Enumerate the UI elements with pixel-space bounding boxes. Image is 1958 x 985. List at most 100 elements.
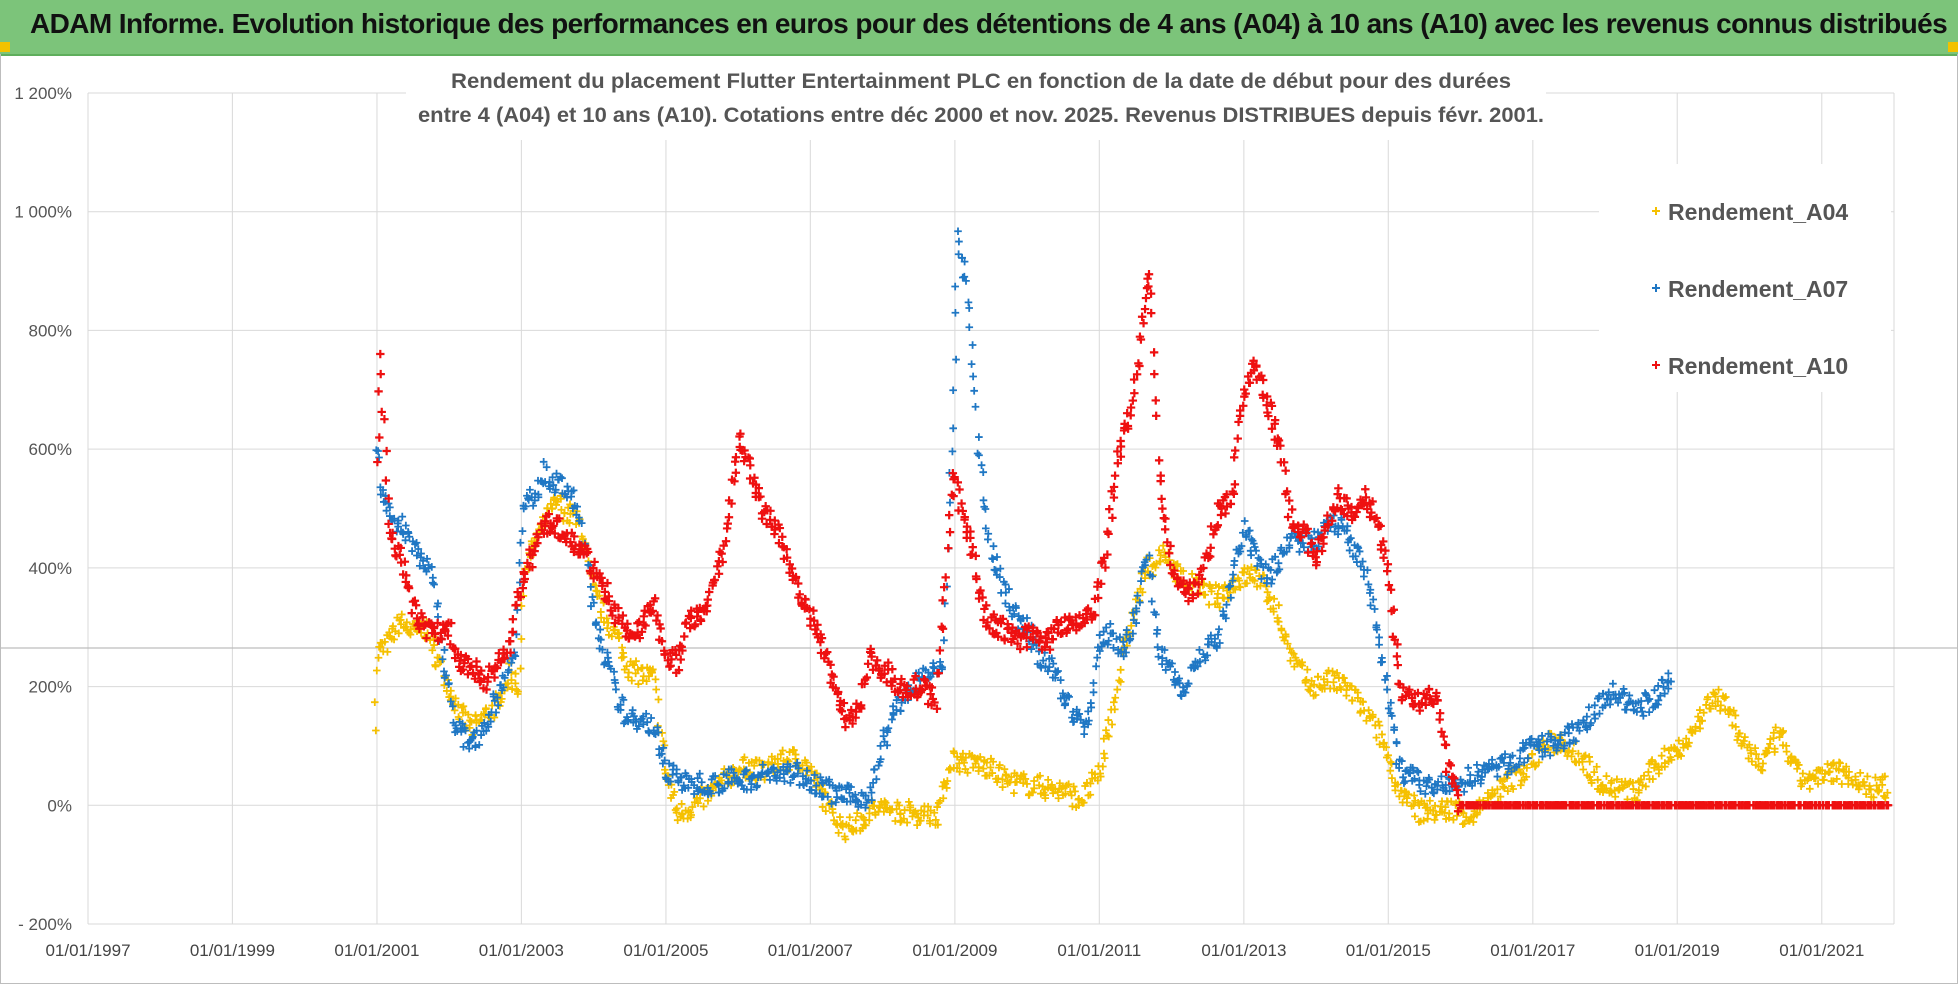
data-point <box>511 652 520 660</box>
data-point <box>1106 620 1115 628</box>
data-point <box>1572 737 1580 746</box>
data-point <box>417 609 426 618</box>
data-point <box>766 506 775 516</box>
data-point <box>703 595 712 604</box>
data-point <box>981 524 990 533</box>
data-point <box>1061 790 1070 798</box>
data-point <box>945 527 955 537</box>
data-point <box>1213 521 1223 530</box>
data-point <box>1211 634 1219 643</box>
data-point <box>851 816 860 824</box>
x-axis: 01/01/1997 01/01/1999 01/01/2001 01/01/2003… <box>45 941 1864 960</box>
data-point <box>1375 633 1383 642</box>
data-point <box>686 613 696 623</box>
data-point <box>1171 668 1179 676</box>
data-point <box>1694 712 1702 721</box>
data-point <box>783 767 792 776</box>
data-point <box>803 766 811 775</box>
data-point <box>773 755 782 763</box>
data-point <box>1222 614 1230 623</box>
data-point <box>1565 739 1574 748</box>
data-point <box>1233 434 1242 443</box>
data-point <box>1862 790 1870 798</box>
data-point <box>433 618 442 628</box>
data-point <box>1153 643 1162 651</box>
y-tick-label: 400% <box>29 559 72 578</box>
data-point <box>1214 630 1222 639</box>
data-point <box>1395 764 1403 772</box>
data-point <box>1428 788 1437 797</box>
data-point <box>1473 761 1481 769</box>
data-point <box>1446 761 1456 770</box>
data-point <box>782 766 790 775</box>
data-point <box>1266 566 1275 574</box>
data-point <box>1500 759 1508 767</box>
data-point <box>1021 775 1030 783</box>
data-point <box>1343 522 1352 531</box>
data-point <box>400 557 410 566</box>
data-point <box>1271 552 1279 561</box>
data-point <box>451 694 460 703</box>
data-point <box>1029 788 1037 797</box>
data-point <box>1471 777 1479 785</box>
data-point <box>1441 803 1450 811</box>
data-point <box>508 685 516 693</box>
data-point <box>1099 638 1108 647</box>
data-point <box>1642 782 1650 791</box>
data-point <box>529 501 537 510</box>
data-point <box>976 753 985 761</box>
data-point <box>642 709 650 718</box>
data-point <box>1378 658 1386 666</box>
data-point <box>704 587 714 597</box>
data-point <box>949 386 957 395</box>
data-point <box>1016 644 1025 654</box>
data-point <box>1116 436 1125 446</box>
data-point <box>401 623 410 631</box>
data-point <box>1105 732 1113 741</box>
data-point <box>993 553 1001 561</box>
data-point <box>1045 663 1054 671</box>
data-point <box>1245 526 1254 535</box>
data-point <box>816 637 825 647</box>
corner-marker-left <box>0 42 10 52</box>
data-point <box>1247 563 1256 572</box>
data-point <box>976 586 985 595</box>
data-point <box>1342 494 1351 503</box>
data-point <box>1073 711 1082 719</box>
x-tick-label: 01/01/2003 <box>479 941 564 960</box>
data-point <box>731 468 741 477</box>
data-point <box>1052 615 1061 625</box>
data-point <box>1311 553 1320 562</box>
data-point <box>1265 593 1274 601</box>
data-point <box>1240 517 1249 525</box>
data-point <box>1101 563 1110 572</box>
data-point <box>938 663 946 672</box>
data-point <box>1447 797 1455 806</box>
data-point <box>674 665 684 675</box>
data-point <box>770 525 780 534</box>
data-point <box>402 521 410 530</box>
data-point <box>1523 764 1531 772</box>
data-point <box>1270 595 1278 603</box>
data-point <box>741 767 749 776</box>
data-point <box>467 718 476 726</box>
data-point <box>477 666 486 675</box>
data-point <box>967 360 976 368</box>
data-point <box>377 490 385 499</box>
data-point <box>1836 759 1844 768</box>
data-point <box>1415 706 1424 715</box>
data-point <box>1095 631 1104 639</box>
data-point <box>374 653 383 662</box>
data-point <box>841 835 850 844</box>
data-point <box>516 592 525 602</box>
data-point <box>1344 538 1352 547</box>
data-point <box>1231 585 1239 594</box>
data-point <box>525 545 534 554</box>
data-point <box>1036 771 1044 780</box>
data-point <box>880 797 889 805</box>
data-point <box>375 453 383 462</box>
data-point <box>1236 547 1245 556</box>
data-point <box>440 667 448 676</box>
data-point <box>624 716 632 724</box>
data-point <box>1811 773 1819 782</box>
